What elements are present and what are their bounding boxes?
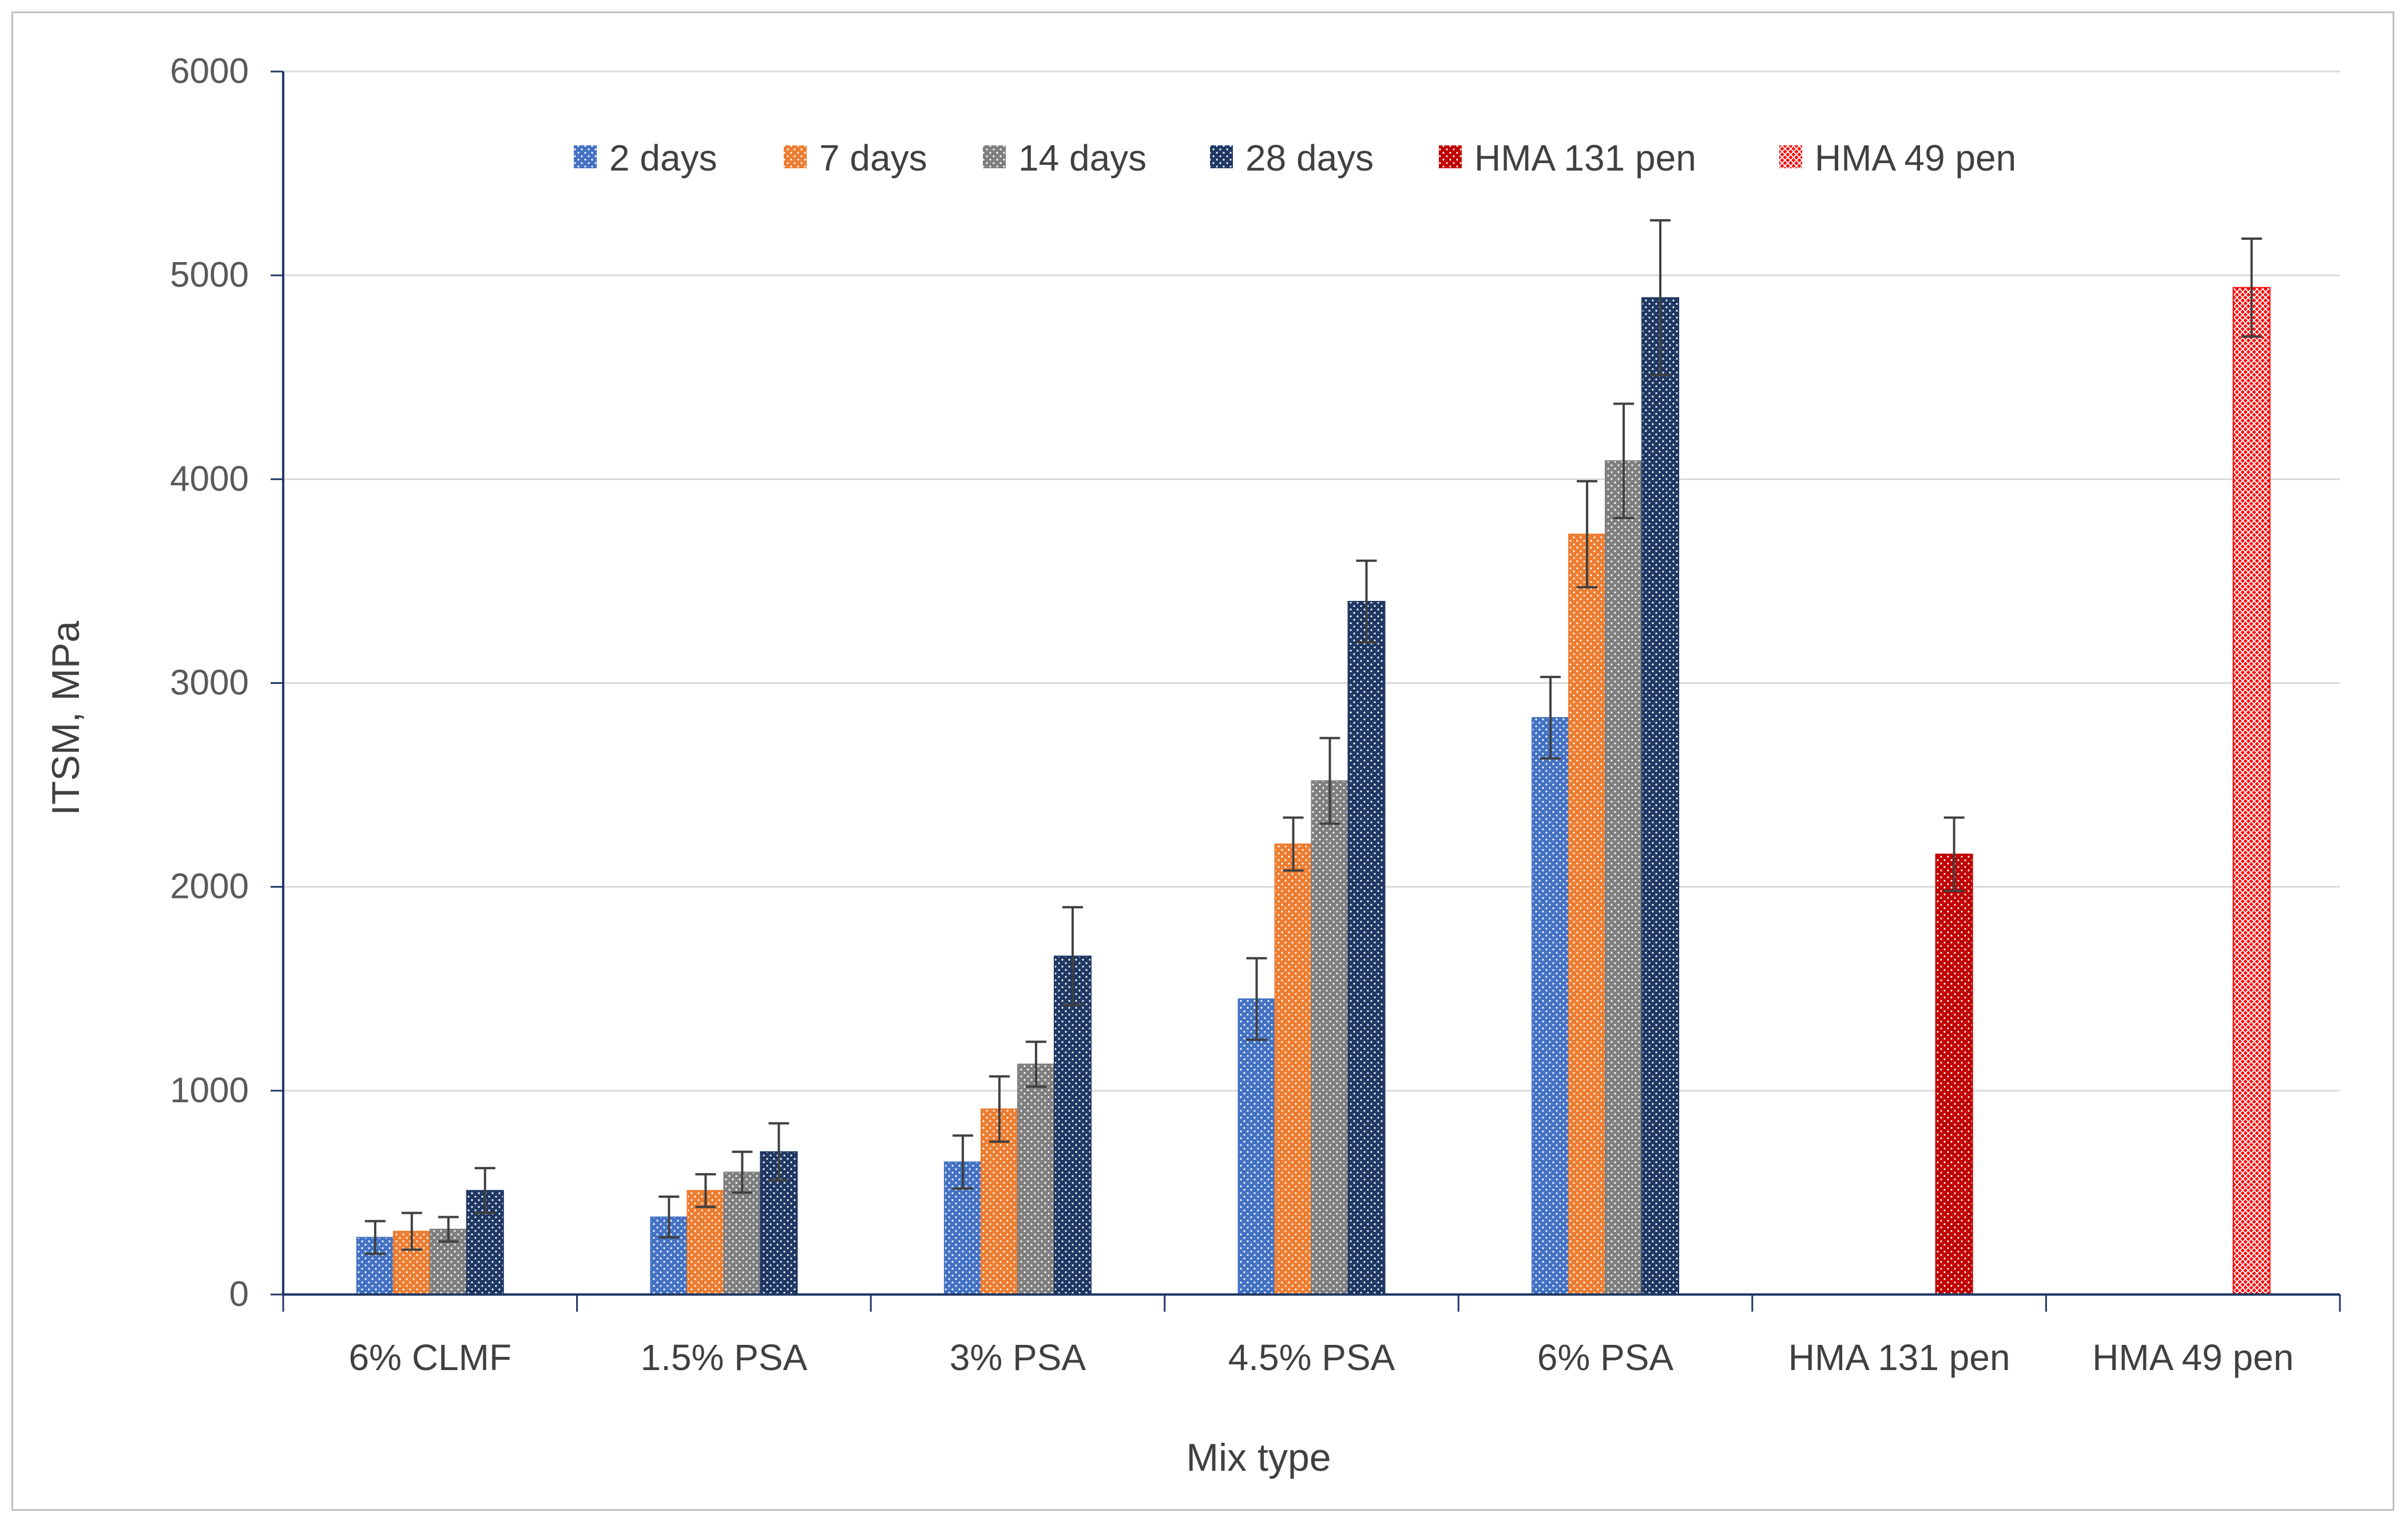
y-tick-label: 4000 <box>170 459 249 498</box>
legend-label: 28 days <box>1245 137 1374 179</box>
x-category-label: 4.5% PSA <box>1228 1337 1395 1378</box>
x-category-label: 6% CLMF <box>349 1337 512 1378</box>
y-tick-label: 6000 <box>170 52 249 91</box>
legend-swatch <box>784 145 807 168</box>
x-category-label: HMA 49 pen <box>2092 1337 2294 1378</box>
error-bar <box>1577 480 1598 589</box>
bar-2-days <box>1532 717 1570 1295</box>
legend-label: 2 days <box>609 137 717 179</box>
y-tick-label: 5000 <box>170 255 249 295</box>
bar-28-days <box>1347 601 1386 1295</box>
legend: 2 days 7 days 14 days 28 days HMA 131 pen HMA… <box>574 137 2016 179</box>
error-bars <box>364 219 2262 1255</box>
legend-label: HMA 49 pen <box>1815 137 2016 179</box>
y-axis-title: ITSM, MPa <box>44 621 88 816</box>
error-bar <box>952 1134 973 1190</box>
y-tick-label: 0 <box>229 1274 249 1314</box>
bars <box>356 287 2271 1296</box>
error-bar <box>658 1196 680 1239</box>
bar-7-days <box>1568 533 1606 1296</box>
error-bar <box>695 1173 716 1208</box>
x-category-label: 3% PSA <box>950 1337 1086 1378</box>
error-bar <box>1540 675 1561 760</box>
error-bar <box>401 1212 422 1251</box>
legend-swatch <box>1779 145 1802 168</box>
x-axis-title: Mix type <box>1186 1436 1331 1479</box>
error-bar <box>1062 906 1083 1007</box>
bar-14-days <box>1017 1063 1055 1295</box>
x-category-label: 1.5% PSA <box>640 1337 807 1378</box>
bar-7-days <box>1274 843 1312 1296</box>
bar-hma-49-pen <box>2232 287 2271 1296</box>
legend-swatch <box>1210 145 1233 168</box>
error-bar <box>1650 219 1671 377</box>
error-bar <box>732 1150 753 1194</box>
x-category-label: HMA 131 pen <box>1788 1337 2010 1378</box>
y-tick-label: 1000 <box>170 1071 249 1110</box>
bar-2-days <box>1237 998 1276 1295</box>
error-bar <box>768 1122 790 1182</box>
error-bar <box>474 1167 495 1214</box>
legend-swatch <box>1439 145 1462 168</box>
error-bar <box>438 1216 459 1243</box>
y-tick-label: 3000 <box>170 663 249 703</box>
gridlines <box>283 70 2340 1092</box>
legend-label: 7 days <box>819 137 927 179</box>
error-bar <box>2241 237 2262 338</box>
error-bar <box>1356 559 1377 644</box>
legend-label: HMA 131 pen <box>1474 137 1696 179</box>
error-bar <box>1319 737 1340 825</box>
error-bar <box>1246 957 1267 1041</box>
bar-28-days <box>1641 297 1680 1295</box>
legend-label: 14 days <box>1018 137 1147 179</box>
error-bar <box>1283 816 1304 872</box>
error-bar <box>364 1220 386 1255</box>
legend-swatch <box>983 145 1006 168</box>
y-tick-label: 2000 <box>170 867 249 907</box>
legend-swatch <box>574 145 597 168</box>
error-bar <box>989 1075 1010 1143</box>
bar-28-days <box>1053 955 1092 1295</box>
error-bar <box>1943 816 1965 892</box>
error-bar <box>1025 1040 1046 1088</box>
axes: 0 1000 2000 3000 4000 5000 6000 6% CLMF 1.5% PSA… <box>170 52 2341 1378</box>
bar-14-days <box>1605 460 1643 1295</box>
bar-hma-131-pen <box>1935 853 1973 1296</box>
error-bar <box>1613 402 1635 520</box>
x-category-label: 6% PSA <box>1537 1337 1674 1378</box>
bar-14-days <box>1311 780 1349 1295</box>
